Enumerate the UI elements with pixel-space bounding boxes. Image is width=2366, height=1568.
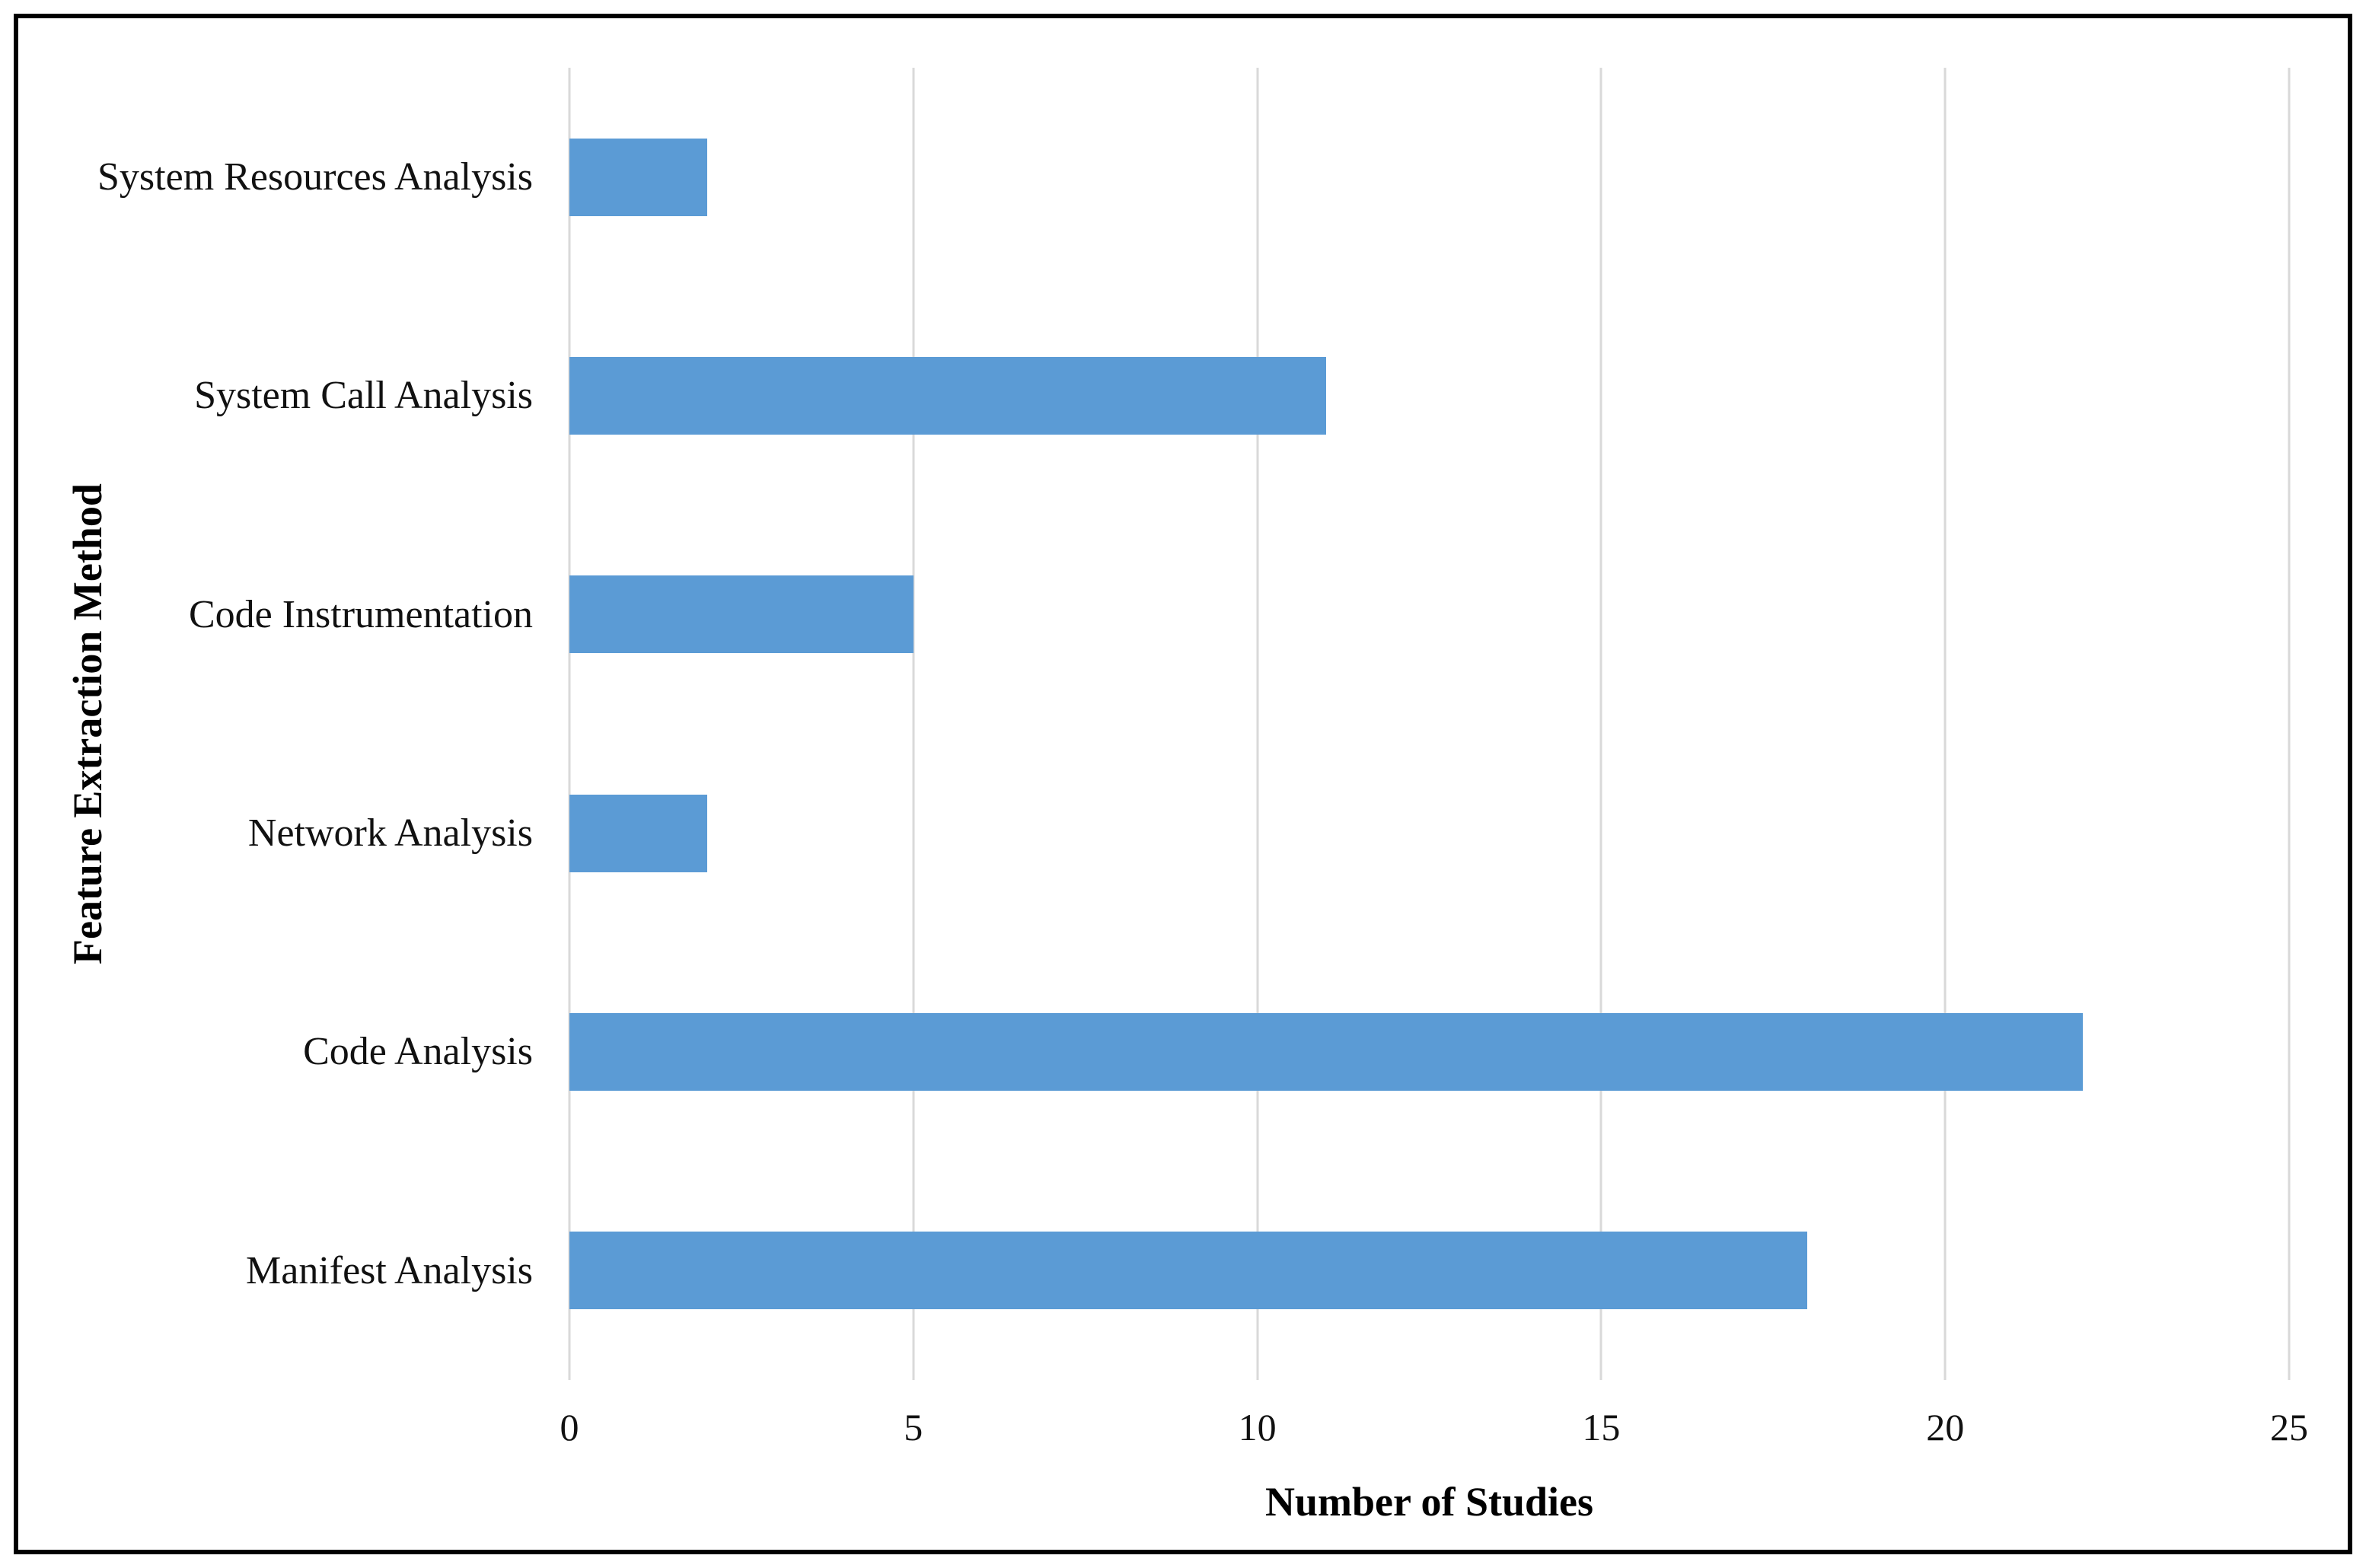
x-tick-label-10: 10 (1238, 1406, 1277, 1448)
bar-system-call-analysis (569, 357, 1326, 435)
bar-code-analysis (569, 1013, 2083, 1091)
category-label-code-analysis: Code Analysis (303, 1030, 533, 1074)
gridline-x-25 (2288, 68, 2291, 1380)
x-tick-label-25: 25 (2270, 1406, 2308, 1448)
category-label-manifest-analysis: Manifest Analysis (246, 1248, 533, 1292)
x-tick-label-15: 15 (1582, 1406, 1621, 1448)
x-tick-label-0: 0 (560, 1406, 579, 1448)
bar-network-analysis (569, 794, 707, 872)
bar-manifest-analysis (569, 1232, 1808, 1310)
gridline-x-10 (1256, 68, 1259, 1380)
x-tick-label-5: 5 (904, 1406, 923, 1448)
bar-system-resources-analysis (569, 138, 707, 216)
category-label-code-instrumentation: Code Instrumentation (188, 592, 533, 636)
x-tick-label-20: 20 (1926, 1406, 1965, 1448)
category-axis-labels: System Resources Analysis System Call Ana… (18, 68, 533, 1380)
x-axis-tick-labels: 0 5 10 15 20 25 (560, 1405, 2309, 1458)
gridline-x-5 (912, 68, 915, 1380)
chart-frame: Feature Extraction Method System Resourc… (14, 14, 2352, 1554)
x-axis-title: Number of Studies (1264, 1479, 1594, 1525)
gridline-x-20 (1944, 68, 1947, 1380)
gridline-x-0 (568, 68, 571, 1380)
category-label-system-call-analysis: System Call Analysis (194, 374, 533, 418)
category-label-system-resources-analysis: System Resources Analysis (97, 155, 533, 199)
category-label-network-analysis: Network Analysis (247, 811, 533, 856)
gridline-x-15 (1599, 68, 1602, 1380)
plot-area (568, 68, 2291, 1380)
bar-code-instrumentation (569, 575, 914, 654)
